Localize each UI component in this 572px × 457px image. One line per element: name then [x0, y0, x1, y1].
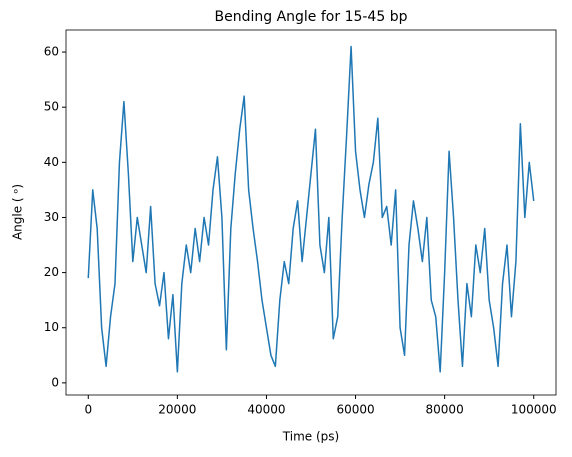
x-tick-label: 80000	[426, 403, 464, 417]
chart-title: Bending Angle for 15-45 bp	[215, 9, 408, 25]
y-tick-label: 10	[44, 320, 59, 334]
x-tick-label: 100000	[511, 403, 557, 417]
x-tick-label: 20000	[158, 403, 196, 417]
y-tick-label: 40	[44, 155, 59, 169]
y-tick-label: 20	[44, 265, 59, 279]
y-axis-label: Angle ( ᵒ)	[11, 184, 25, 240]
y-tick-label: 0	[51, 375, 59, 389]
x-tick-label: 40000	[247, 403, 285, 417]
axes-frame	[65, 29, 557, 396]
data-line	[87, 45, 535, 373]
y-tick-label: 30	[44, 210, 59, 224]
y-tick-label: 60	[44, 45, 59, 59]
x-tick-label: 0	[84, 403, 92, 417]
x-axis-label: Time (ps)	[282, 430, 339, 444]
x-tick-label: 60000	[336, 403, 374, 417]
y-tick-label: 50	[44, 100, 59, 114]
